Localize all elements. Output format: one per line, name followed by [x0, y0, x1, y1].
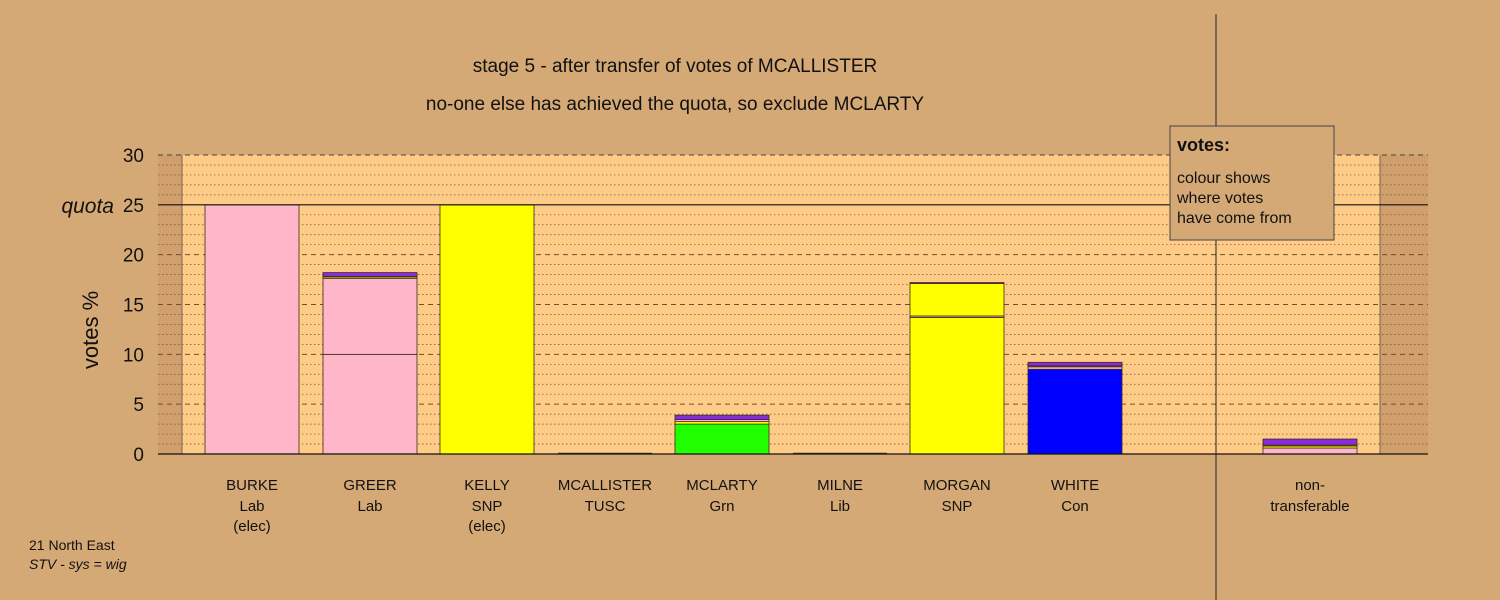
y-axis: 0 5 10 15 20 25 30 [123, 146, 144, 466]
bar-kelly-segment-1 [439, 204, 535, 455]
bar-nontransferable-segment-1 [1262, 447, 1358, 455]
y-axis-label: votes % [78, 291, 103, 369]
candidate-name-white: WHITE [1051, 477, 1099, 494]
bar-white-segment-1 [1027, 368, 1123, 455]
y-tick-label: 10 [123, 345, 144, 366]
bar-white-segment-4 [1027, 361, 1123, 367]
y-tick-label: 30 [123, 146, 144, 167]
candidate-note-kelly: (elec) [468, 518, 506, 535]
candidate-party-kelly: SNP [472, 498, 503, 515]
legend-title: votes: [1177, 135, 1230, 155]
candidate-name-mcallister: MCALLISTER [558, 477, 652, 494]
bar-morgan-segment-4 [909, 282, 1005, 284]
candidate-party-greer: Lab [357, 498, 382, 515]
chart-subtitle: no-one else has achieved the quota, so e… [426, 94, 925, 115]
candidate-name-mclarty: MCLARTY [686, 477, 757, 494]
candidate-name-burke: BURKE [226, 477, 278, 494]
legend-line-1: colour shows [1177, 170, 1270, 187]
bar-mclarty-segment-1 [674, 423, 770, 455]
y-tick-label: 25 [123, 196, 144, 217]
candidate-note-burke: (elec) [233, 518, 271, 535]
bar-greer-segment-2 [322, 278, 418, 355]
bar-morgan-segment-1 [909, 317, 1005, 455]
quota-label: quota [61, 195, 114, 218]
candidate-party-milne: Lib [830, 498, 850, 515]
candidate-party-burke: Lab [239, 498, 264, 515]
legend-box [1169, 125, 1335, 241]
bar-burke-segment-1 [204, 204, 300, 455]
candidate-party-mcallister: TUSC [585, 498, 626, 515]
legend: votes: colour shows where votes have com… [1169, 125, 1335, 241]
candidate-name-morgan: MORGAN [923, 477, 991, 494]
bar-greer-segment-1 [322, 353, 418, 455]
candidate-name-milne: MILNE [817, 477, 863, 494]
bar-mclarty-segment-4 [674, 414, 770, 421]
y-tick-label: 5 [133, 395, 144, 416]
bar-morgan-segment-3 [909, 283, 1005, 317]
legend-line-3: have come from [1177, 210, 1292, 227]
nontransferable-label-2: transferable [1270, 498, 1349, 515]
candidate-party-white: Con [1061, 498, 1089, 515]
bars [158, 204, 1428, 455]
candidate-name-greer: GREER [343, 477, 397, 494]
candidate-name-kelly: KELLY [464, 477, 510, 494]
candidate-labels: BURKE Lab (elec) GREER Lab KELLY SNP (elec) MCAL… [226, 477, 1349, 535]
legend-line-2: where votes [1176, 190, 1263, 207]
y-tick-label: 20 [123, 246, 144, 267]
y-tick-label: 15 [123, 296, 144, 317]
candidate-party-morgan: SNP [942, 498, 973, 515]
footer-region: 21 North East [29, 537, 115, 553]
candidate-party-mclarty: Grn [709, 498, 734, 515]
footer-system: STV - sys = wig [29, 556, 127, 572]
nontransferable-label-1: non- [1295, 477, 1325, 494]
bar-nontransferable-segment-4 [1262, 438, 1358, 446]
bar-greer-segment-5 [322, 272, 418, 277]
y-tick-label: 0 [133, 445, 144, 466]
chart-title: stage 5 - after transfer of votes of MCA… [473, 56, 877, 77]
